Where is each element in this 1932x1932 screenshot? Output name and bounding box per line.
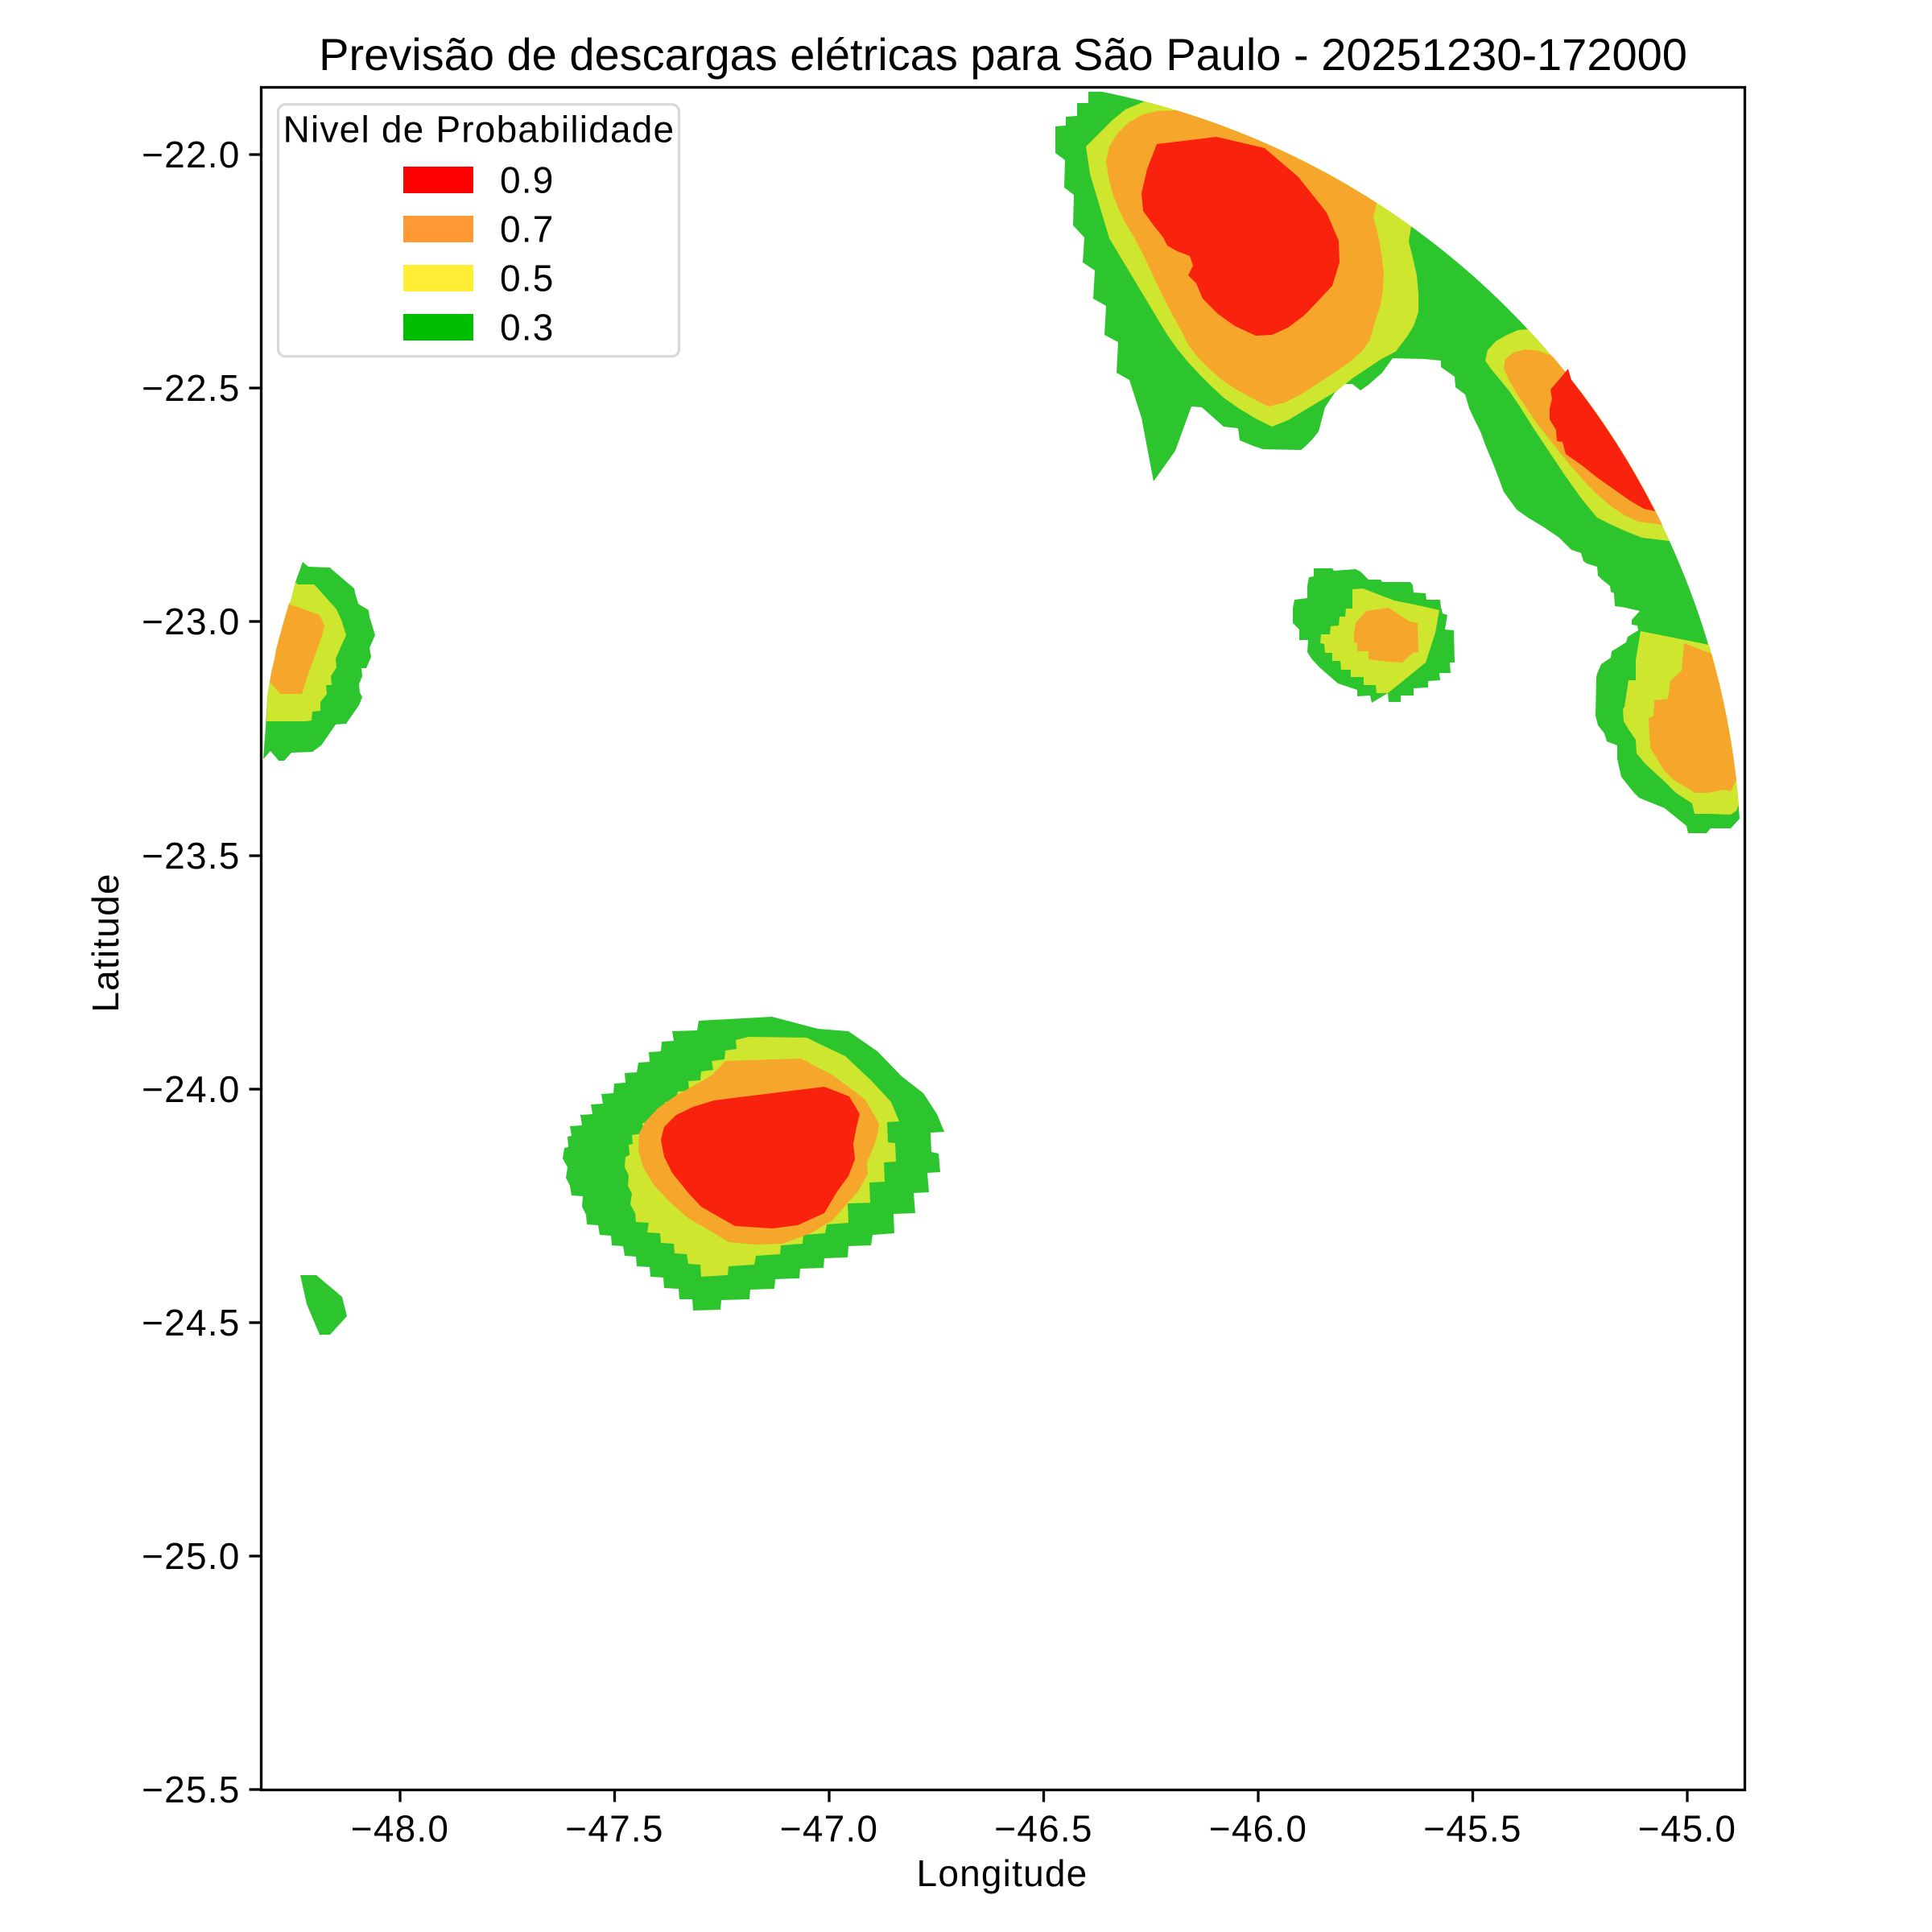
- svg-text:−47.0: −47.0: [780, 1808, 878, 1850]
- svg-text:Latitude: Latitude: [85, 873, 126, 1012]
- svg-text:−45.0: −45.0: [1638, 1808, 1736, 1850]
- svg-text:−23.0: −23.0: [142, 601, 240, 642]
- svg-text:0.3: 0.3: [500, 307, 555, 349]
- svg-text:−25.5: −25.5: [142, 1769, 240, 1810]
- svg-text:0.5: 0.5: [500, 258, 555, 299]
- svg-text:−22.5: −22.5: [142, 367, 240, 409]
- svg-text:−46.0: −46.0: [1209, 1808, 1307, 1850]
- svg-text:−22.0: −22.0: [142, 134, 240, 175]
- svg-text:Previsão de descargas elétrica: Previsão de descargas elétricas para São…: [319, 29, 1687, 80]
- svg-text:−47.5: −47.5: [565, 1808, 663, 1850]
- svg-text:Nivel de Probabilidade: Nivel de Probabilidade: [283, 109, 675, 151]
- svg-text:0.9: 0.9: [500, 159, 555, 201]
- svg-text:−23.5: −23.5: [142, 835, 240, 877]
- svg-text:0.7: 0.7: [500, 208, 555, 250]
- svg-text:−45.5: −45.5: [1423, 1808, 1521, 1850]
- svg-text:−46.5: −46.5: [994, 1808, 1092, 1850]
- svg-text:−24.0: −24.0: [142, 1068, 240, 1110]
- svg-text:Longitude: Longitude: [917, 1852, 1088, 1894]
- svg-text:−25.0: −25.0: [142, 1535, 240, 1577]
- svg-text:−24.5: −24.5: [142, 1302, 240, 1344]
- svg-text:−48.0: −48.0: [351, 1808, 449, 1850]
